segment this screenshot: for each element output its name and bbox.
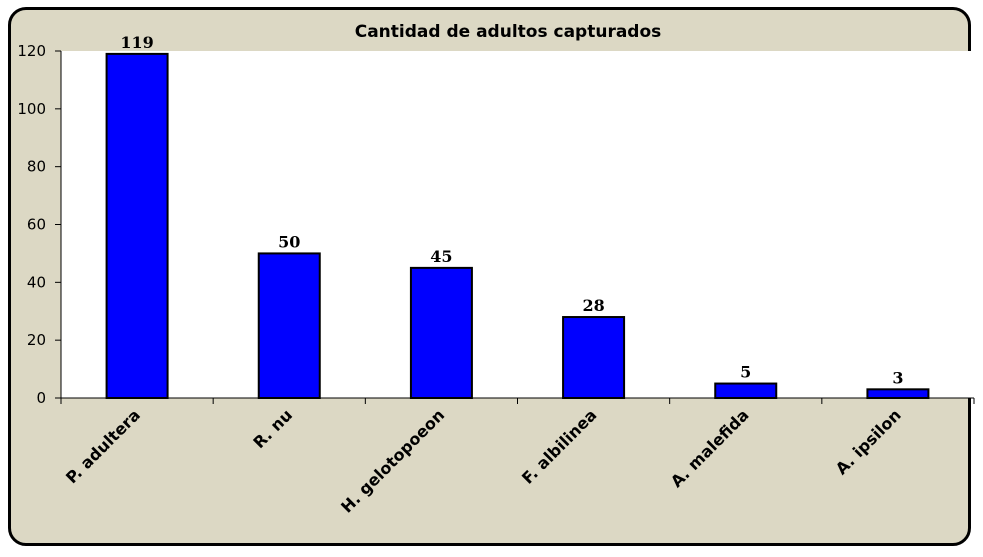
data-label: 50: [278, 232, 300, 251]
y-axis: 0 20 40 60 80 100 120: [17, 42, 62, 407]
bar: [562, 316, 626, 399]
x-tick-labels: P. adultera R. nu H. gelotopoeon F. albilin…: [62, 405, 905, 516]
bar: [257, 252, 321, 399]
y-tick-label: 60: [27, 216, 46, 234]
data-label: 5: [740, 363, 751, 382]
plot-area: [61, 51, 974, 398]
bar: [105, 52, 169, 400]
y-tick-label: 100: [17, 100, 46, 118]
y-tick-label: 80: [27, 158, 46, 176]
y-tick-label: 0: [36, 389, 46, 407]
data-label: 3: [892, 368, 903, 387]
data-label: 45: [430, 247, 452, 266]
x-tick-label: A. malefida: [667, 405, 753, 491]
x-tick-label: H. gelotopoeon: [337, 405, 448, 516]
bar: [714, 382, 778, 399]
x-tick-label: F. albilinea: [518, 405, 600, 487]
y-tick-label: 40: [27, 273, 46, 291]
data-labels: 119 50 45 28 5 3: [120, 33, 903, 387]
data-label: 28: [582, 296, 604, 315]
y-tick-label: 20: [27, 331, 46, 349]
x-axis: [60, 397, 975, 404]
y-tick-label: 120: [17, 42, 46, 60]
x-tick-label: A. ipsilon: [832, 405, 905, 478]
bar: [409, 266, 473, 399]
chart-title: Cantidad de adultos capturados: [355, 22, 662, 42]
data-label: 119: [120, 33, 153, 52]
bar: [866, 388, 930, 400]
bars: [105, 52, 930, 400]
x-tick-label: R. nu: [249, 405, 296, 452]
x-tick-label: P. adultera: [62, 405, 144, 487]
